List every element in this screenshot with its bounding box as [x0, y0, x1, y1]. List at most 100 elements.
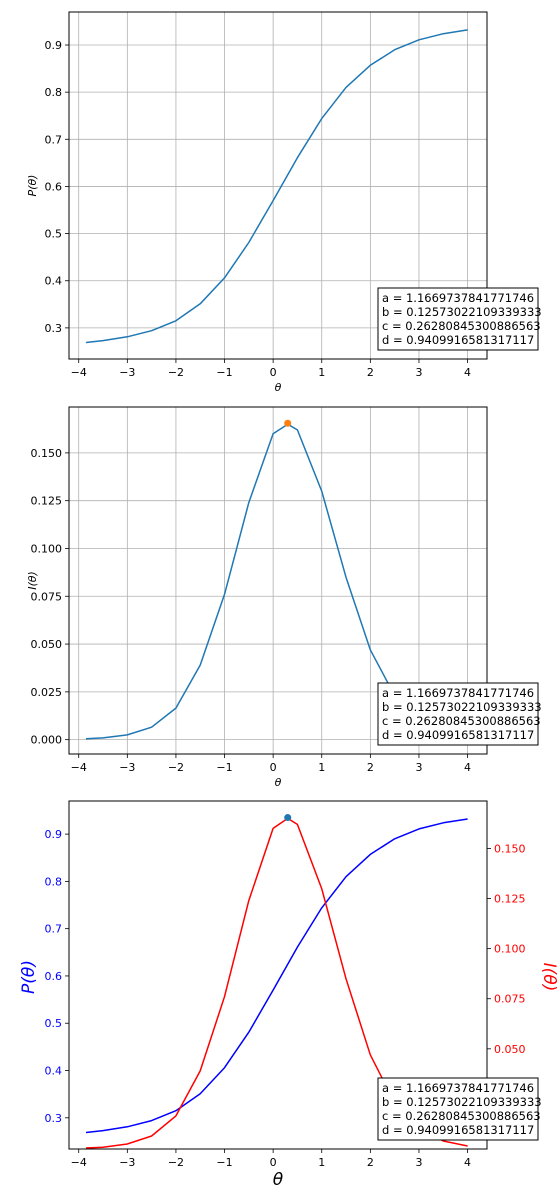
y-tick-label: 0.3	[45, 322, 63, 335]
y-tick-label: 0.7	[45, 133, 63, 146]
parameter-box-frame	[377, 287, 539, 351]
x-axis-ticks: −4 −3 −2 −1 0 1 2 3 4	[71, 359, 471, 379]
x-tick-label: 0	[270, 1156, 277, 1169]
parameter-box: a = 1.1669737841771746 b = 0.12573022109…	[377, 682, 542, 746]
x-tick-label: 3	[415, 366, 422, 379]
y-tick-label: 0.8	[45, 86, 63, 99]
markers	[284, 419, 292, 427]
x-axis-label: θ	[275, 776, 282, 789]
plot-area-frame	[68, 800, 488, 1150]
parameter-a: a = 1.1669737841771746	[382, 291, 534, 305]
series-lines	[85, 29, 468, 344]
y-tick-label: 0.9	[45, 828, 63, 841]
parameter-d: d = 0.9409916581317117	[382, 728, 534, 742]
left-y-axis-ticks: 0.3 0.4 0.5 0.6 0.7 0.8 0.9	[45, 828, 69, 1125]
x-axis-label: θ	[273, 1170, 284, 1190]
x-tick-label: 4	[464, 761, 471, 774]
series-line-0	[85, 818, 468, 1134]
y-axis-ticks: 0.000 0.025 0.050 0.075 0.100 0.125 0.150	[31, 447, 69, 747]
y-tick-label: 0.5	[45, 228, 63, 241]
parameter-c: c = 0.26280845300886563	[382, 1109, 541, 1123]
x-tick-label: 1	[318, 1156, 325, 1169]
y-tick-label: 0.6	[45, 180, 63, 193]
probability-curve-chart: −4 −3 −2 −1 0 1 2 3 4 0.3 0.4 0.5 0.6 0.7 0.8 0.9 θ P(…	[26, 11, 542, 394]
x-tick-label: −4	[71, 1156, 87, 1169]
y-tick-label: 0.050	[31, 638, 63, 651]
x-tick-label: 0	[270, 366, 277, 379]
parameter-a: a = 1.1669737841771746	[382, 686, 534, 700]
y-tick-label: 0.4	[45, 275, 63, 288]
plot-area-frame	[68, 11, 488, 360]
parameter-box-frame	[377, 1077, 539, 1141]
information-curve-chart: −4 −3 −2 −1 0 1 2 3 4 0.0000.0250.0500.0750.1000…	[26, 406, 542, 789]
right-y-axis-label: I(θ)	[539, 963, 559, 992]
y-tick-label: 0.8	[45, 875, 63, 888]
parameter-a: a = 1.1669737841771746	[382, 1081, 534, 1095]
right-y-axis-ticks: 0.050 0.075 0.100 0.125 0.150	[487, 842, 526, 1056]
parameter-box: a = 1.1669737841771746 b = 0.12573022109…	[377, 1077, 542, 1141]
peak-marker	[284, 814, 292, 822]
parameter-b: b = 0.12573022109339333	[382, 700, 542, 714]
x-tick-label: −3	[119, 1156, 135, 1169]
x-tick-label: 3	[415, 1156, 422, 1169]
parameter-b: b = 0.12573022109339333	[382, 305, 542, 319]
x-tick-label: −4	[71, 366, 87, 379]
x-tick-label: 3	[415, 761, 422, 774]
parameter-b: b = 0.12573022109339333	[382, 1095, 542, 1109]
x-tick-label: 4	[464, 366, 471, 379]
right-y-tick-label: 0.100	[494, 943, 526, 956]
x-tick-label: 2	[367, 1156, 374, 1169]
y-axis-label: I(θ)	[26, 571, 39, 590]
x-tick-label: −1	[216, 1156, 232, 1169]
x-tick-label: −1	[216, 366, 232, 379]
parameter-box-frame	[377, 682, 539, 746]
right-y-tick-label: 0.125	[494, 893, 526, 906]
x-tick-label: 2	[367, 366, 374, 379]
y-axis-ticks: 0.3 0.4 0.5 0.6 0.7 0.8 0.9	[45, 39, 69, 335]
y-tick-label: 0.4	[45, 1065, 63, 1078]
combined-dual-axis-chart: −4 −3 −2 −1 0 1 2 3 4 0.3 0.4 0.5 0.6 0.7 0.8 0.9 0.05…	[19, 800, 559, 1190]
grid-lines	[69, 12, 487, 359]
y-tick-label: 0.150	[31, 447, 63, 460]
x-axis-ticks: −4 −3 −2 −1 0 1 2 3 4	[71, 754, 471, 774]
x-axis-ticks: −4 −3 −2 −1 0 1 2 3 4	[71, 1149, 471, 1169]
y-tick-label: 0.3	[45, 1112, 63, 1125]
left-y-axis-label: P(θ)	[19, 960, 39, 994]
x-tick-label: 0	[270, 761, 277, 774]
y-axis-label: P(θ)	[26, 175, 39, 197]
parameter-c: c = 0.26280845300886563	[382, 319, 541, 333]
x-tick-label: −2	[168, 1156, 184, 1169]
y-tick-label: 0.075	[31, 590, 63, 603]
parameter-c: c = 0.26280845300886563	[382, 714, 541, 728]
x-axis-label: θ	[275, 381, 282, 394]
y-tick-label: 0.9	[45, 39, 63, 52]
x-tick-label: −3	[119, 366, 135, 379]
y-tick-label: 0.5	[45, 1017, 63, 1030]
parameter-d: d = 0.9409916581317117	[382, 333, 534, 347]
y-tick-label: 0.125	[31, 495, 63, 508]
x-tick-label: −1	[216, 761, 232, 774]
x-tick-label: −3	[119, 761, 135, 774]
series-line-0	[85, 29, 468, 344]
y-tick-label: 0.025	[31, 686, 63, 699]
x-tick-label: −2	[168, 366, 184, 379]
x-tick-label: 1	[318, 761, 325, 774]
x-tick-label: 1	[318, 366, 325, 379]
right-y-tick-label: 0.150	[494, 842, 526, 855]
right-y-tick-label: 0.050	[494, 1043, 526, 1056]
parameter-d: d = 0.9409916581317117	[382, 1123, 534, 1137]
y-tick-label: 0.6	[45, 970, 63, 983]
x-tick-label: −4	[71, 761, 87, 774]
x-tick-label: 2	[367, 761, 374, 774]
markers	[284, 814, 292, 822]
peak-marker	[284, 419, 292, 427]
right-y-tick-label: 0.075	[494, 993, 526, 1006]
y-tick-label: 0.100	[31, 542, 63, 555]
y-tick-label: 0.000	[31, 734, 63, 747]
x-tick-label: −2	[168, 761, 184, 774]
plot-area-frame	[68, 406, 488, 755]
parameter-box: a = 1.1669737841771746 b = 0.12573022109…	[377, 287, 542, 351]
x-tick-label: 4	[464, 1156, 471, 1169]
